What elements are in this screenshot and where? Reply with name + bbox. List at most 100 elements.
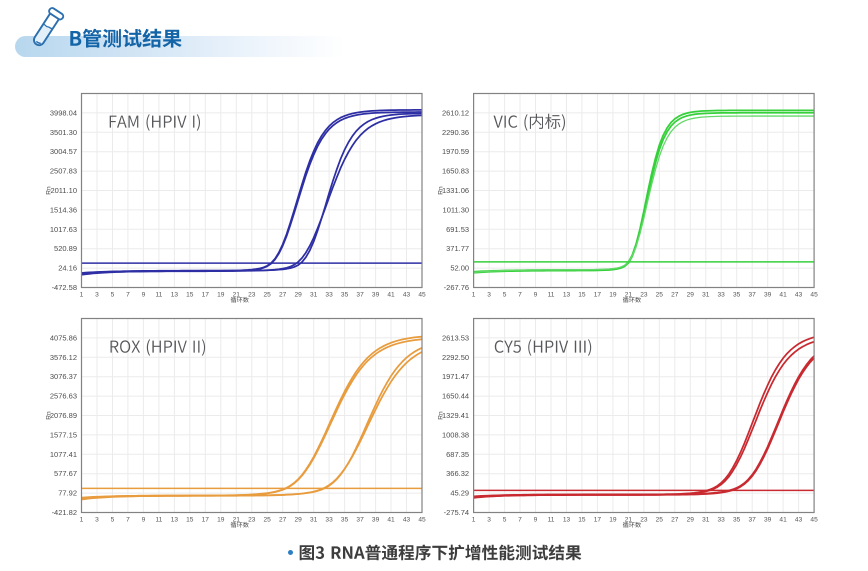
svg-text:3998.04: 3998.04: [50, 108, 77, 117]
svg-text:7: 7: [126, 292, 130, 299]
svg-text:Rn: Rn: [438, 411, 445, 420]
svg-text:25: 25: [656, 517, 664, 524]
svg-text:1971.47: 1971.47: [442, 372, 469, 381]
svg-text:39: 39: [764, 292, 772, 299]
svg-text:45.29: 45.29: [450, 489, 469, 498]
svg-text:29: 29: [687, 517, 695, 524]
svg-text:15: 15: [578, 517, 586, 524]
svg-text:19: 19: [609, 517, 617, 524]
svg-text:2076.89: 2076.89: [50, 411, 77, 420]
svg-text:2292.50: 2292.50: [442, 353, 469, 362]
svg-text:23: 23: [640, 292, 648, 299]
svg-text:31: 31: [310, 292, 318, 299]
svg-text:1331.06: 1331.06: [442, 186, 469, 195]
svg-text:5: 5: [111, 292, 115, 299]
svg-text:15: 15: [186, 292, 194, 299]
svg-text:1577.15: 1577.15: [50, 430, 77, 439]
svg-text:1: 1: [80, 517, 84, 524]
svg-text:45: 45: [810, 517, 818, 524]
svg-text:1011.30: 1011.30: [443, 205, 470, 214]
svg-text:21: 21: [625, 292, 633, 299]
svg-text:2290.36: 2290.36: [442, 128, 469, 137]
svg-text:41: 41: [387, 517, 395, 524]
svg-text:9: 9: [142, 292, 146, 299]
svg-text:31: 31: [310, 517, 318, 524]
svg-text:43: 43: [795, 517, 803, 524]
svg-text:23: 23: [640, 517, 648, 524]
svg-text:1650.44: 1650.44: [442, 392, 469, 401]
svg-text:41: 41: [779, 292, 787, 299]
svg-text:43: 43: [795, 292, 803, 299]
svg-text:19: 19: [609, 292, 617, 299]
svg-text:41: 41: [387, 292, 395, 299]
svg-text:1: 1: [472, 292, 476, 299]
svg-text:577.67: 577.67: [54, 469, 77, 478]
svg-text:1970.59: 1970.59: [442, 147, 469, 156]
svg-text:2610.12: 2610.12: [442, 108, 469, 117]
svg-text:366.32: 366.32: [446, 469, 469, 478]
svg-text:11: 11: [155, 292, 162, 299]
svg-text:-267.76: -267.76: [444, 283, 469, 292]
svg-text:1650.83: 1650.83: [442, 167, 469, 176]
svg-text:33: 33: [325, 292, 333, 299]
svg-text:77.92: 77.92: [58, 489, 77, 498]
svg-text:1077.41: 1077.41: [50, 450, 77, 459]
svg-text:29: 29: [687, 292, 695, 299]
svg-text:39: 39: [372, 517, 380, 524]
svg-text:19: 19: [217, 292, 225, 299]
svg-text:3: 3: [95, 517, 99, 524]
svg-text:15: 15: [578, 292, 586, 299]
svg-text:Rn: Rn: [46, 186, 53, 195]
svg-text:19: 19: [217, 517, 225, 524]
svg-text:23: 23: [248, 517, 256, 524]
svg-text:1008.38: 1008.38: [442, 430, 469, 439]
svg-text:17: 17: [202, 292, 210, 299]
svg-text:2576.63: 2576.63: [50, 392, 77, 401]
svg-text:45: 45: [418, 292, 426, 299]
svg-text:29: 29: [295, 292, 303, 299]
svg-text:-472.58: -472.58: [52, 283, 77, 292]
svg-text:15: 15: [186, 517, 194, 524]
svg-text:1329.41: 1329.41: [442, 411, 469, 420]
svg-text:27: 27: [671, 292, 679, 299]
svg-text:3076.37: 3076.37: [50, 372, 77, 381]
svg-text:11: 11: [548, 292, 555, 299]
svg-text:39: 39: [764, 517, 772, 524]
svg-text:7: 7: [518, 517, 522, 524]
svg-text:2613.53: 2613.53: [442, 333, 469, 342]
svg-text:35: 35: [341, 292, 349, 299]
svg-text:21: 21: [625, 517, 633, 524]
svg-text:3: 3: [487, 517, 491, 524]
svg-text:11: 11: [548, 517, 555, 524]
svg-text:9: 9: [534, 517, 538, 524]
svg-text:21: 21: [233, 517, 241, 524]
svg-text:27: 27: [279, 517, 287, 524]
svg-text:5: 5: [503, 517, 507, 524]
svg-text:31: 31: [702, 517, 710, 524]
svg-text:9: 9: [142, 517, 146, 524]
svg-text:33: 33: [718, 292, 726, 299]
svg-text:27: 27: [279, 292, 287, 299]
svg-text:35: 35: [733, 517, 741, 524]
svg-text:1: 1: [80, 292, 84, 299]
svg-text:Rn: Rn: [46, 411, 53, 420]
svg-text:17: 17: [594, 292, 602, 299]
svg-text:25: 25: [264, 517, 272, 524]
svg-text:33: 33: [718, 517, 726, 524]
svg-text:27: 27: [671, 517, 679, 524]
svg-text:2507.83: 2507.83: [50, 167, 77, 176]
svg-text:17: 17: [594, 517, 602, 524]
svg-text:29: 29: [295, 517, 303, 524]
svg-text:11: 11: [155, 517, 162, 524]
svg-text:1: 1: [472, 517, 476, 524]
svg-text:24.16: 24.16: [58, 264, 77, 273]
svg-text:31: 31: [702, 292, 710, 299]
svg-text:-275.74: -275.74: [444, 508, 469, 517]
svg-text:3: 3: [95, 292, 99, 299]
svg-text:21: 21: [233, 292, 241, 299]
svg-text:1017.63: 1017.63: [50, 225, 77, 234]
svg-text:41: 41: [779, 517, 787, 524]
svg-text:37: 37: [749, 292, 757, 299]
svg-text:1514.36: 1514.36: [50, 205, 77, 214]
svg-text:33: 33: [325, 517, 333, 524]
